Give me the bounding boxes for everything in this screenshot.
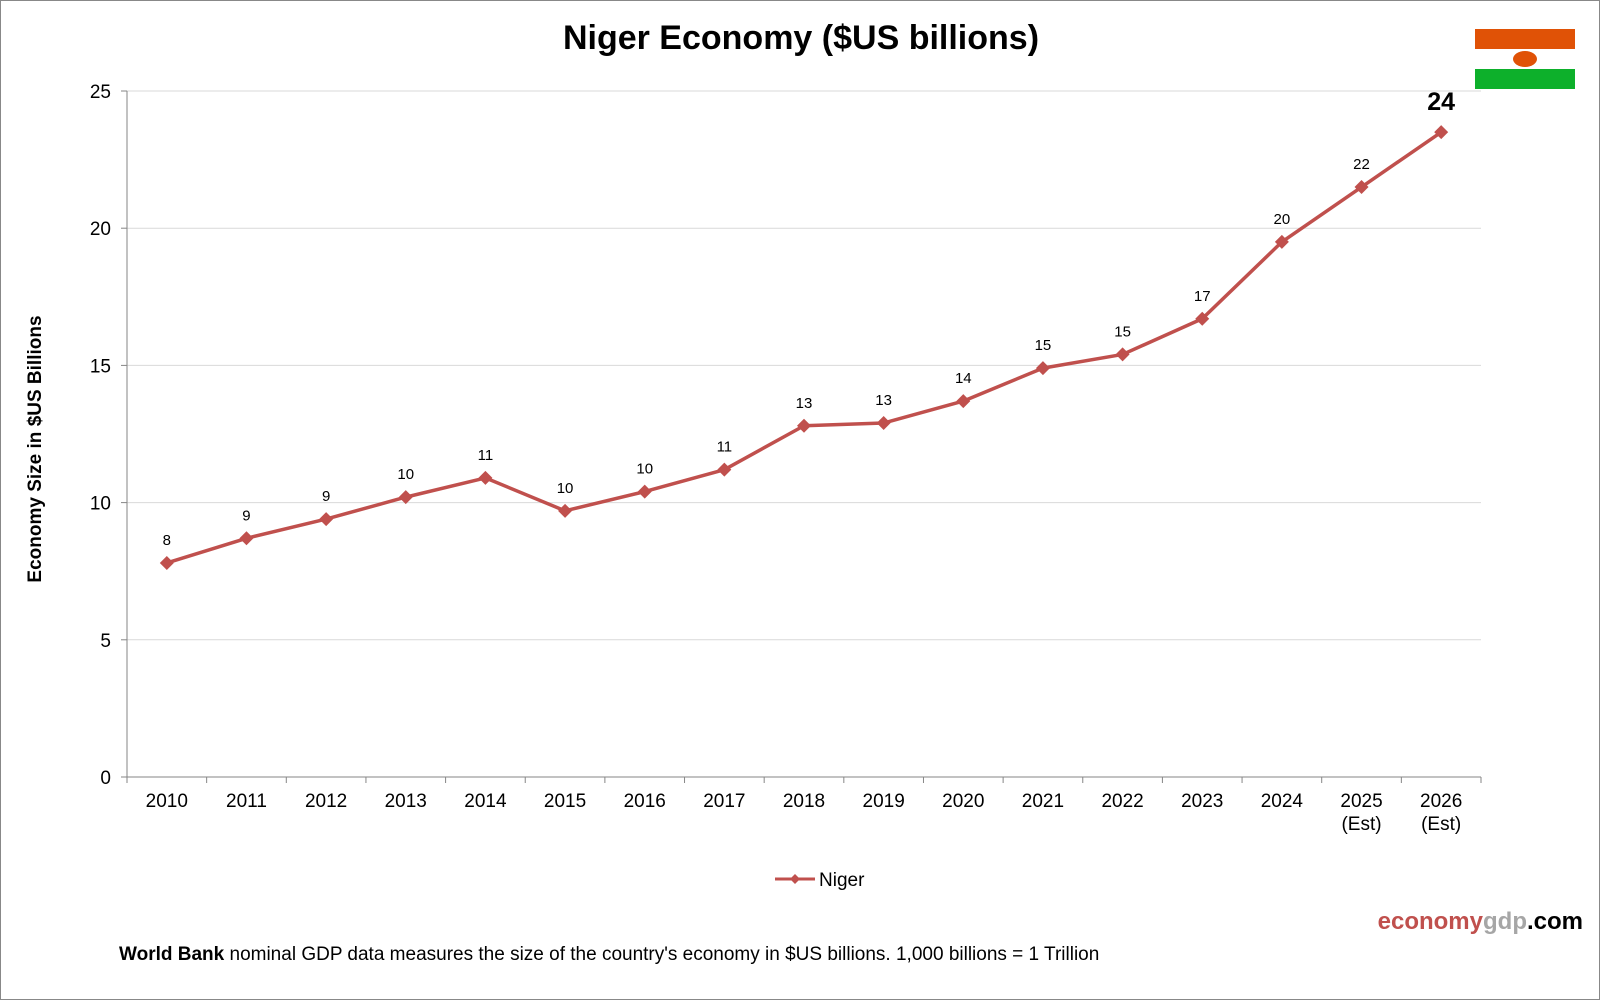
data-point-marker — [239, 531, 254, 546]
data-labels: 8 9 9 10 11 10 10 11 13 13 14 15 15 17 20 22 24 — [163, 88, 1456, 549]
data-point-marker — [717, 462, 732, 477]
data-label: 20 — [1274, 211, 1291, 228]
x-tick-label: 2012 — [305, 791, 347, 812]
brand-part2: gdp — [1483, 908, 1527, 935]
legend-marker-icon — [790, 874, 800, 884]
footnote-text: nominal GDP data measures the size of th… — [224, 944, 1099, 965]
data-point-marker — [398, 490, 413, 505]
chart-title: Niger Economy ($US billions) — [563, 19, 1039, 57]
series-niger — [159, 125, 1449, 570]
data-label: 11 — [478, 447, 494, 464]
data-point-marker — [1274, 234, 1289, 249]
legend-label: Niger — [819, 870, 865, 891]
flag-bottom-band — [1475, 69, 1575, 89]
data-point-marker — [1354, 180, 1369, 195]
data-point-marker — [797, 418, 811, 433]
data-point-marker — [956, 394, 971, 409]
data-point-marker — [478, 470, 493, 485]
data-point-marker — [1035, 361, 1050, 376]
brand-part3: .com — [1527, 908, 1583, 935]
x-tick-label: 2025 (Est) — [1340, 791, 1382, 835]
data-point-marker — [1115, 347, 1130, 362]
y-tick-label: 10 — [90, 494, 111, 515]
data-point-marker — [1195, 311, 1210, 326]
x-tick-label: 2024 — [1261, 791, 1304, 812]
x-tick-label: 2020 — [942, 791, 984, 812]
data-label: 9 — [242, 507, 250, 524]
y-tick-label: 15 — [90, 356, 111, 377]
data-label: 17 — [1194, 288, 1211, 305]
data-point-marker — [1434, 125, 1449, 140]
data-label: 11 — [717, 439, 733, 456]
x-tick-label: 2015 — [544, 791, 586, 812]
data-label: 13 — [875, 392, 892, 409]
x-tick-label: 2022 — [1101, 791, 1143, 812]
data-label: 10 — [636, 461, 653, 478]
brand-watermark: economygdp.com — [1378, 908, 1583, 935]
data-point-marker — [319, 512, 334, 527]
x-tick-label: 2026 (Est) — [1420, 791, 1462, 835]
data-label: 10 — [397, 466, 414, 483]
y-tick-label: 5 — [100, 631, 111, 652]
x-tick-label: 2013 — [385, 791, 427, 812]
data-point-marker — [637, 484, 652, 499]
flag-disc — [1513, 51, 1537, 67]
y-axis-title: Economy Size in $US Billions — [25, 315, 46, 582]
data-label: 15 — [1114, 323, 1131, 340]
data-label: 9 — [322, 488, 330, 505]
data-label: 22 — [1353, 156, 1370, 173]
x-tick-label: 2021 — [1022, 791, 1064, 812]
axes — [126, 91, 1482, 783]
data-point-marker — [876, 416, 891, 431]
footnote-source: World Bank — [119, 944, 225, 965]
y-tick-label: 25 — [90, 82, 111, 103]
data-point-marker — [558, 503, 573, 518]
x-tick-label: 2010 — [146, 791, 188, 812]
data-label: 13 — [796, 395, 813, 412]
x-tick-label: 2014 — [464, 791, 507, 812]
x-tick-label: 2011 — [226, 791, 267, 812]
brand-part1: economy — [1378, 908, 1484, 935]
data-label: 24 — [1427, 88, 1455, 116]
flag-top-band — [1475, 29, 1575, 49]
x-tick-label: 2018 — [783, 791, 825, 812]
series-line-niger — [166, 130, 1443, 565]
x-tick-label: 2019 — [863, 791, 905, 812]
y-tick-label: 0 — [100, 768, 111, 789]
gridlines — [121, 90, 1481, 778]
data-label: 10 — [557, 480, 574, 497]
data-label: 14 — [955, 370, 972, 387]
data-label: 8 — [163, 532, 171, 549]
data-label: 15 — [1035, 337, 1052, 354]
niger-flag-icon — [1475, 29, 1575, 89]
data-point-marker — [159, 555, 174, 570]
y-tick-labels: 0 5 10 15 20 25 — [90, 82, 111, 789]
x-tick-label: 2016 — [624, 791, 666, 812]
x-tick-labels: 2010 2011 2012 2013 2014 2015 2016 2017 2018 2019… — [146, 791, 1463, 835]
legend: Niger — [775, 870, 865, 891]
x-tick-label: 2017 — [703, 791, 745, 812]
y-tick-label: 20 — [90, 219, 111, 240]
x-tick-label: 2023 — [1181, 791, 1223, 812]
footnote: World Bank nominal GDP data measures the… — [119, 944, 1099, 965]
